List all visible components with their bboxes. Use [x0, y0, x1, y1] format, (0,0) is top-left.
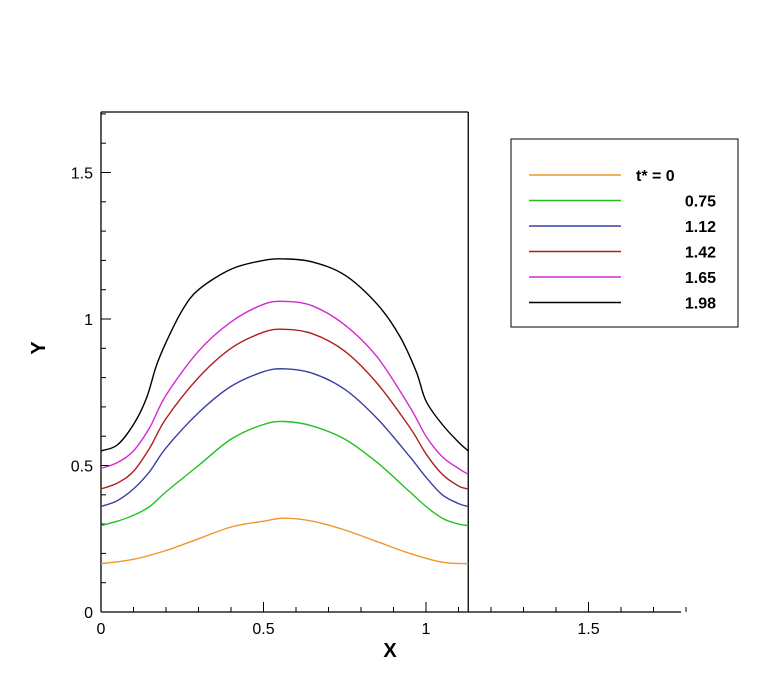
x-axis-title: X	[383, 640, 397, 662]
series-line-3	[100, 328, 469, 490]
x-axis: 0 0.5 1 1.5	[97, 602, 687, 638]
plot-frame	[100, 111, 681, 613]
x-tick-label: 0	[97, 621, 106, 638]
legend-label: 0.75	[685, 194, 716, 211]
series-line-1	[100, 420, 469, 527]
y-axis: 0 0.5 1 1.5	[71, 113, 111, 622]
legend-label: 1.42	[685, 245, 716, 262]
legend-label: 1.65	[685, 270, 716, 287]
x-tick-label: 1.5	[577, 621, 599, 638]
legend-label: 1.98	[685, 296, 716, 313]
legend-box	[510, 138, 739, 328]
series-line-0	[100, 517, 469, 565]
y-tick-label: 1	[84, 312, 93, 329]
legend-label: t* = 0	[636, 168, 675, 185]
x-tick-label: 0.5	[252, 621, 274, 638]
y-tick-label: 1.5	[71, 166, 93, 183]
y-tick-label: 0	[84, 605, 93, 622]
series-line-2	[100, 368, 469, 508]
series-layer	[100, 258, 469, 565]
series-line-4	[100, 300, 469, 475]
y-tick-label: 0.5	[71, 459, 93, 476]
x-tick-label: 1	[422, 621, 431, 638]
y-axis-title: Y	[28, 341, 50, 355]
series-line-5	[100, 258, 469, 452]
legend: t* = 0 0.75 1.12 1.42 1.65 1.98	[510, 138, 739, 328]
legend-label: 1.12	[685, 219, 716, 236]
